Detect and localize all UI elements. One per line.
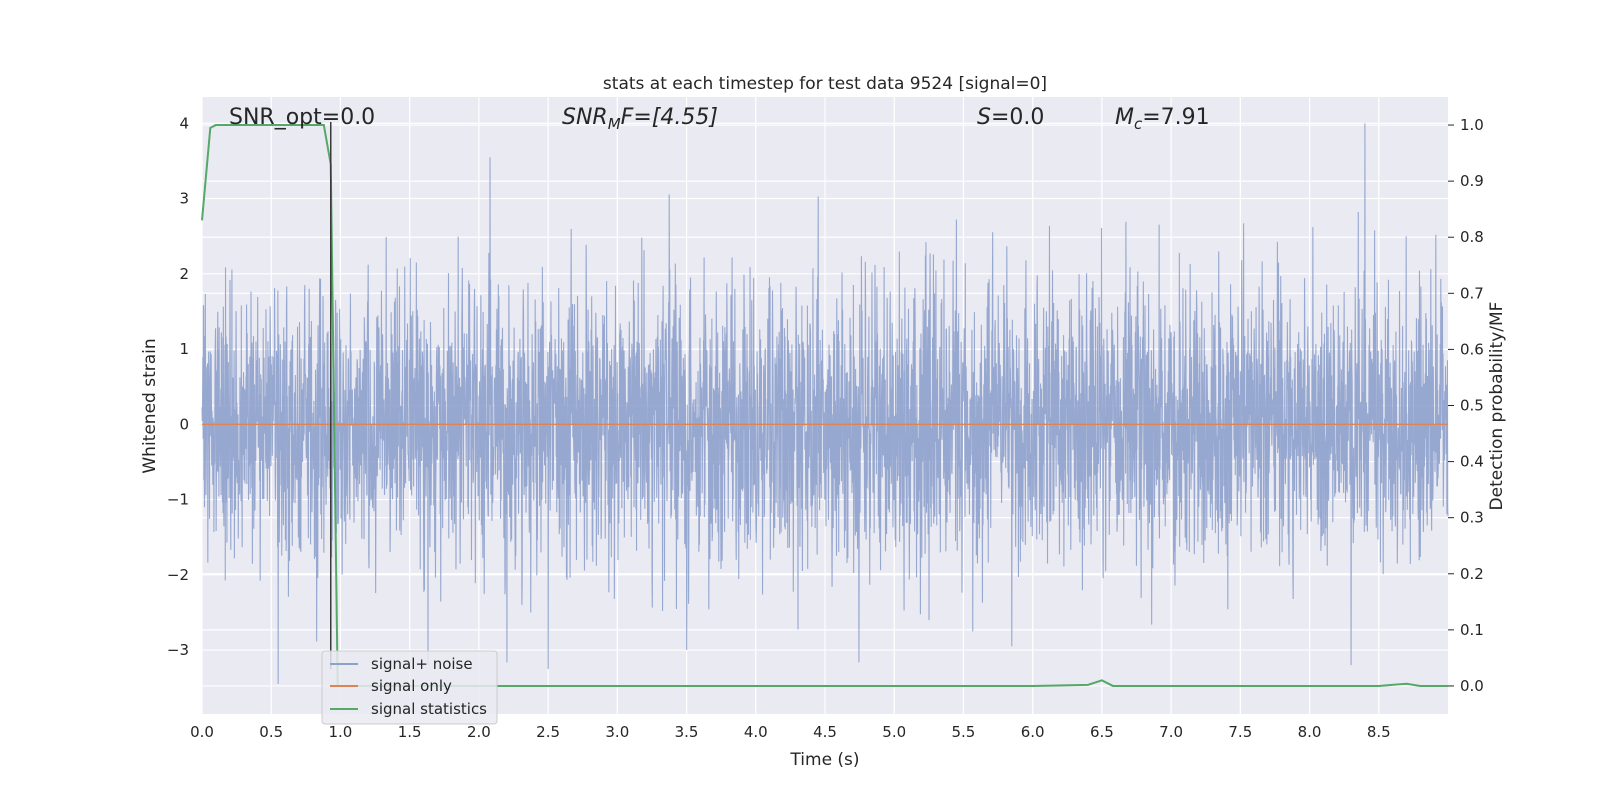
y-right-axis-label: Detection probability/MF <box>1487 302 1507 511</box>
y-left-tick-label: 4 <box>179 114 189 132</box>
x-tick-label: 7.0 <box>1159 723 1183 741</box>
x-tick-label: 5.5 <box>952 723 976 741</box>
y-left-tick-label: −1 <box>167 491 189 509</box>
annotation-mc-rest: =7.91 <box>1142 105 1209 130</box>
legend-label-signal-noise: signal+ noise <box>371 655 473 673</box>
x-tick-label: 1.5 <box>398 723 422 741</box>
y-left-tick-label: −3 <box>167 641 189 659</box>
y-right-tick-label: 0.4 <box>1460 453 1484 471</box>
y-left-tick-label: −2 <box>167 566 189 584</box>
legend-box <box>321 650 498 725</box>
y-right-tick-label: 1.0 <box>1460 116 1484 134</box>
x-tick-label: 7.5 <box>1228 723 1252 741</box>
x-axis-ticks: 0.0 0.5 1.0 1.5 2.0 2.5 3.0 3.5 4.0 4.5 5.0 5.5 6.0 6… <box>190 723 1391 741</box>
y-left-axis-label: Whitened strain <box>140 338 160 473</box>
y-right-tick-label: 0.7 <box>1460 284 1484 302</box>
x-tick-label: 1.0 <box>329 723 353 741</box>
annotation-mc-main: M <box>1115 105 1134 130</box>
y-right-axis-ticks: 0.0 0.1 0.2 0.3 0.4 0.5 0.6 0.7 0.8 0.9 1.0 <box>1448 116 1484 695</box>
x-tick-label: 3.5 <box>675 723 699 741</box>
y-left-tick-label: 0 <box>179 415 189 433</box>
y-right-tick-label: 0.2 <box>1460 565 1484 583</box>
x-tick-label: 8.5 <box>1367 723 1391 741</box>
x-tick-label: 4.5 <box>813 723 837 741</box>
x-tick-label: 6.5 <box>1090 723 1114 741</box>
noise-line <box>201 123 1449 684</box>
annotation-mc: Mc=7.91 <box>1115 105 1210 133</box>
annotation-mc-sub: c <box>1134 115 1143 133</box>
y-right-tick-label: 0.6 <box>1460 340 1484 358</box>
annotation-snr-mf: SNRMF=[4.55] <box>562 105 718 133</box>
chart-title: stats at each timestep for test data 952… <box>603 74 1047 94</box>
y-right-tick-label: 0.1 <box>1460 621 1484 639</box>
series-signal-statistics <box>201 124 1448 687</box>
legend: signal+ noise signal only signal statist… <box>321 650 498 725</box>
x-tick-label: 4.0 <box>744 723 768 741</box>
annotation-snr-mf-sub: M <box>608 115 621 133</box>
x-tick-label: 5.0 <box>882 723 906 741</box>
annotation-snr-mf-main: SNR <box>562 105 608 130</box>
annotation-snr-opt: SNR_opt=0.0 <box>229 105 375 130</box>
annotation-s-rest: =0.0 <box>991 105 1044 130</box>
x-tick-label: 0.5 <box>259 723 283 741</box>
legend-label-signal-only: signal only <box>371 677 452 695</box>
annotation-s-main: S <box>977 105 991 130</box>
x-axis-label: Time (s) <box>789 750 859 770</box>
y-left-tick-label: 3 <box>179 190 189 208</box>
x-tick-label: 8.0 <box>1298 723 1322 741</box>
y-right-tick-label: 0.9 <box>1460 172 1484 190</box>
x-tick-label: 6.0 <box>1021 723 1045 741</box>
y-left-tick-label: 1 <box>179 340 189 358</box>
y-right-tick-label: 0.0 <box>1460 677 1484 695</box>
x-tick-label: 2.0 <box>467 723 491 741</box>
signal-statistics-line <box>201 124 1448 687</box>
y-right-tick-label: 0.8 <box>1460 228 1484 246</box>
series-signal-noise <box>201 123 1449 684</box>
annotation-s: S=0.0 <box>977 105 1044 130</box>
y-left-tick-label: 2 <box>179 265 189 283</box>
x-tick-label: 2.5 <box>536 723 560 741</box>
y-right-tick-label: 0.5 <box>1460 397 1484 415</box>
x-tick-label: 0.0 <box>190 723 214 741</box>
y-right-tick-label: 0.3 <box>1460 509 1484 527</box>
legend-label-signal-statistics: signal statistics <box>371 700 487 718</box>
y-left-axis-ticks: −3 −2 −1 0 1 2 3 4 <box>167 114 189 659</box>
x-tick-label: 3.0 <box>605 723 629 741</box>
annotation-snr-mf-rest: F=[4.55] <box>621 105 718 130</box>
